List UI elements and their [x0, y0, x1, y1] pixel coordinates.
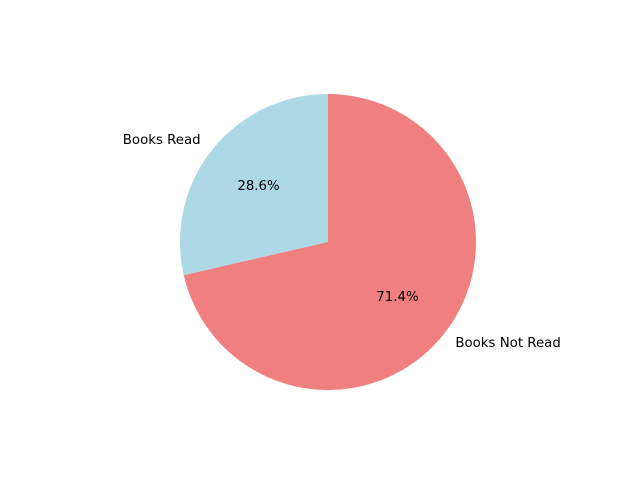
pie-slice-books-not-read — [183, 94, 476, 391]
pct-label-books-read: 28.6% — [237, 179, 279, 194]
pie-slices — [180, 94, 476, 391]
pie-slice-books-read — [180, 94, 328, 276]
pct-label-books-not-read: 71.4% — [376, 290, 418, 305]
pie-labels: 28.6% Books Read 71.4% Books Not Read — [123, 133, 561, 351]
slice-label-books-not-read: Books Not Read — [455, 336, 560, 351]
slice-label-books-read: Books Read — [123, 133, 201, 148]
